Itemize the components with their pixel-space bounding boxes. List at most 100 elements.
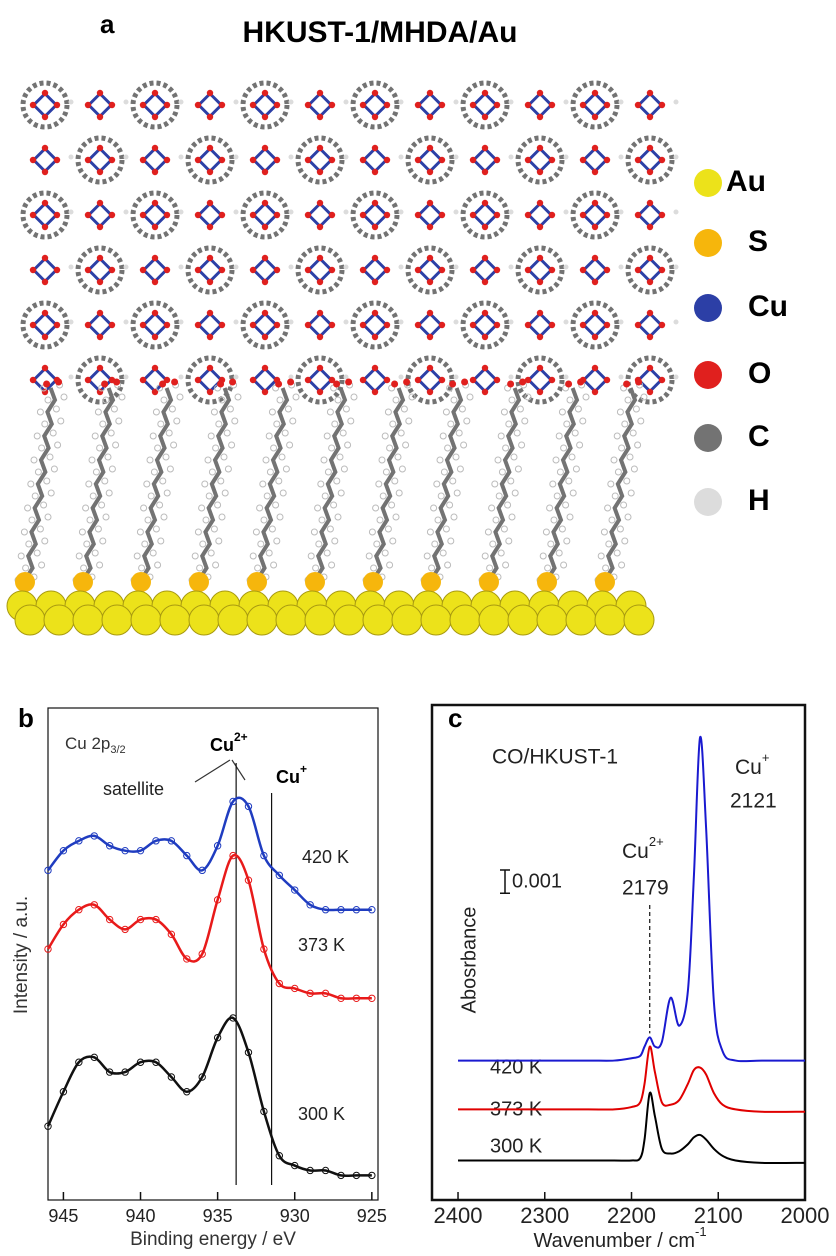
au-atom [44,605,74,635]
h-atom [461,442,467,448]
o-atom [647,310,653,316]
h-atom [192,553,198,559]
h-atom [322,493,328,499]
h-atom [674,155,679,160]
h-atom [142,541,148,547]
o-atom [250,212,256,218]
o-atom [537,169,543,175]
h-atom [332,538,338,544]
h-atom [216,538,222,544]
o-atom [482,169,488,175]
o-atom [565,381,572,388]
h-atom [218,478,224,484]
o-atom [345,379,352,386]
h-atom [482,553,488,559]
s-atom [15,572,35,592]
o-atom [164,267,170,273]
h-atom [44,478,50,484]
o-atom [42,334,48,340]
h-atom [290,418,296,424]
linker-ring [298,358,342,402]
h-atom [522,418,528,424]
h-atom [674,265,679,270]
cu-node [199,94,222,117]
cu-node [89,369,112,392]
o-atom [317,90,323,96]
h-atom [625,514,631,520]
h-atom [163,454,169,460]
o-atom [250,102,256,108]
o-atom [427,224,433,230]
o-atom [549,102,555,108]
h-atom [137,529,143,535]
o-atom [647,224,653,230]
h-atom [511,454,517,460]
au-atom [15,605,45,635]
h-atom [614,550,620,556]
h-atom [335,397,341,403]
au-atom [363,605,393,635]
h-atom [79,529,85,535]
h-atom [563,502,569,508]
h-atom [42,538,48,544]
o-atom [623,381,630,388]
h-atom [179,320,184,325]
o-atom [604,102,610,108]
h-atom [174,418,180,424]
o-atom [317,334,323,340]
h-atom [564,375,569,380]
o-atom [537,389,543,395]
s-atom [247,572,267,592]
h-atom [108,430,114,436]
h-atom [37,409,43,415]
o-atom [360,212,366,218]
h-atom [267,469,273,475]
o-atom [604,377,610,383]
h-atom [601,529,607,535]
o-atom [403,379,410,386]
o-atom [415,157,421,163]
o-atom [372,145,378,151]
o-atom [97,389,103,395]
o-atom [164,102,170,108]
o-atom [549,267,555,273]
h-atom [451,514,457,520]
h-atom [221,454,227,460]
o-atom [592,255,598,261]
o-atom [164,157,170,163]
h-atom [26,541,32,547]
o-atom [647,114,653,120]
o-atom [427,200,433,206]
h-atom [395,454,401,460]
cu-node [474,94,497,117]
linker-ring [133,193,177,237]
legend-label: O [748,357,771,390]
o-atom [219,102,225,108]
o-atom [647,365,653,371]
h-atom [509,375,514,380]
o-atom [659,212,665,218]
h-atom [553,457,559,463]
o-atom [262,255,268,261]
h-atom [215,502,221,508]
h-atom [289,210,294,215]
cu-node [364,314,387,337]
h-atom [344,265,349,270]
panel-label: c [448,703,462,733]
h-atom [343,406,349,412]
series-line [48,855,372,999]
o-atom [470,157,476,163]
h-atom [53,406,59,412]
annotation: satellite [103,779,164,799]
h-atom [619,320,624,325]
h-atom [34,433,40,439]
h-atom [345,442,351,448]
scale-bar-label: 0.001 [512,870,562,892]
legend-label: C [748,420,770,453]
h-atom [266,433,272,439]
h-atom [153,409,159,415]
o-atom [427,255,433,261]
o-atom [85,267,91,273]
cu-node [309,314,332,337]
cu-node [639,149,662,172]
